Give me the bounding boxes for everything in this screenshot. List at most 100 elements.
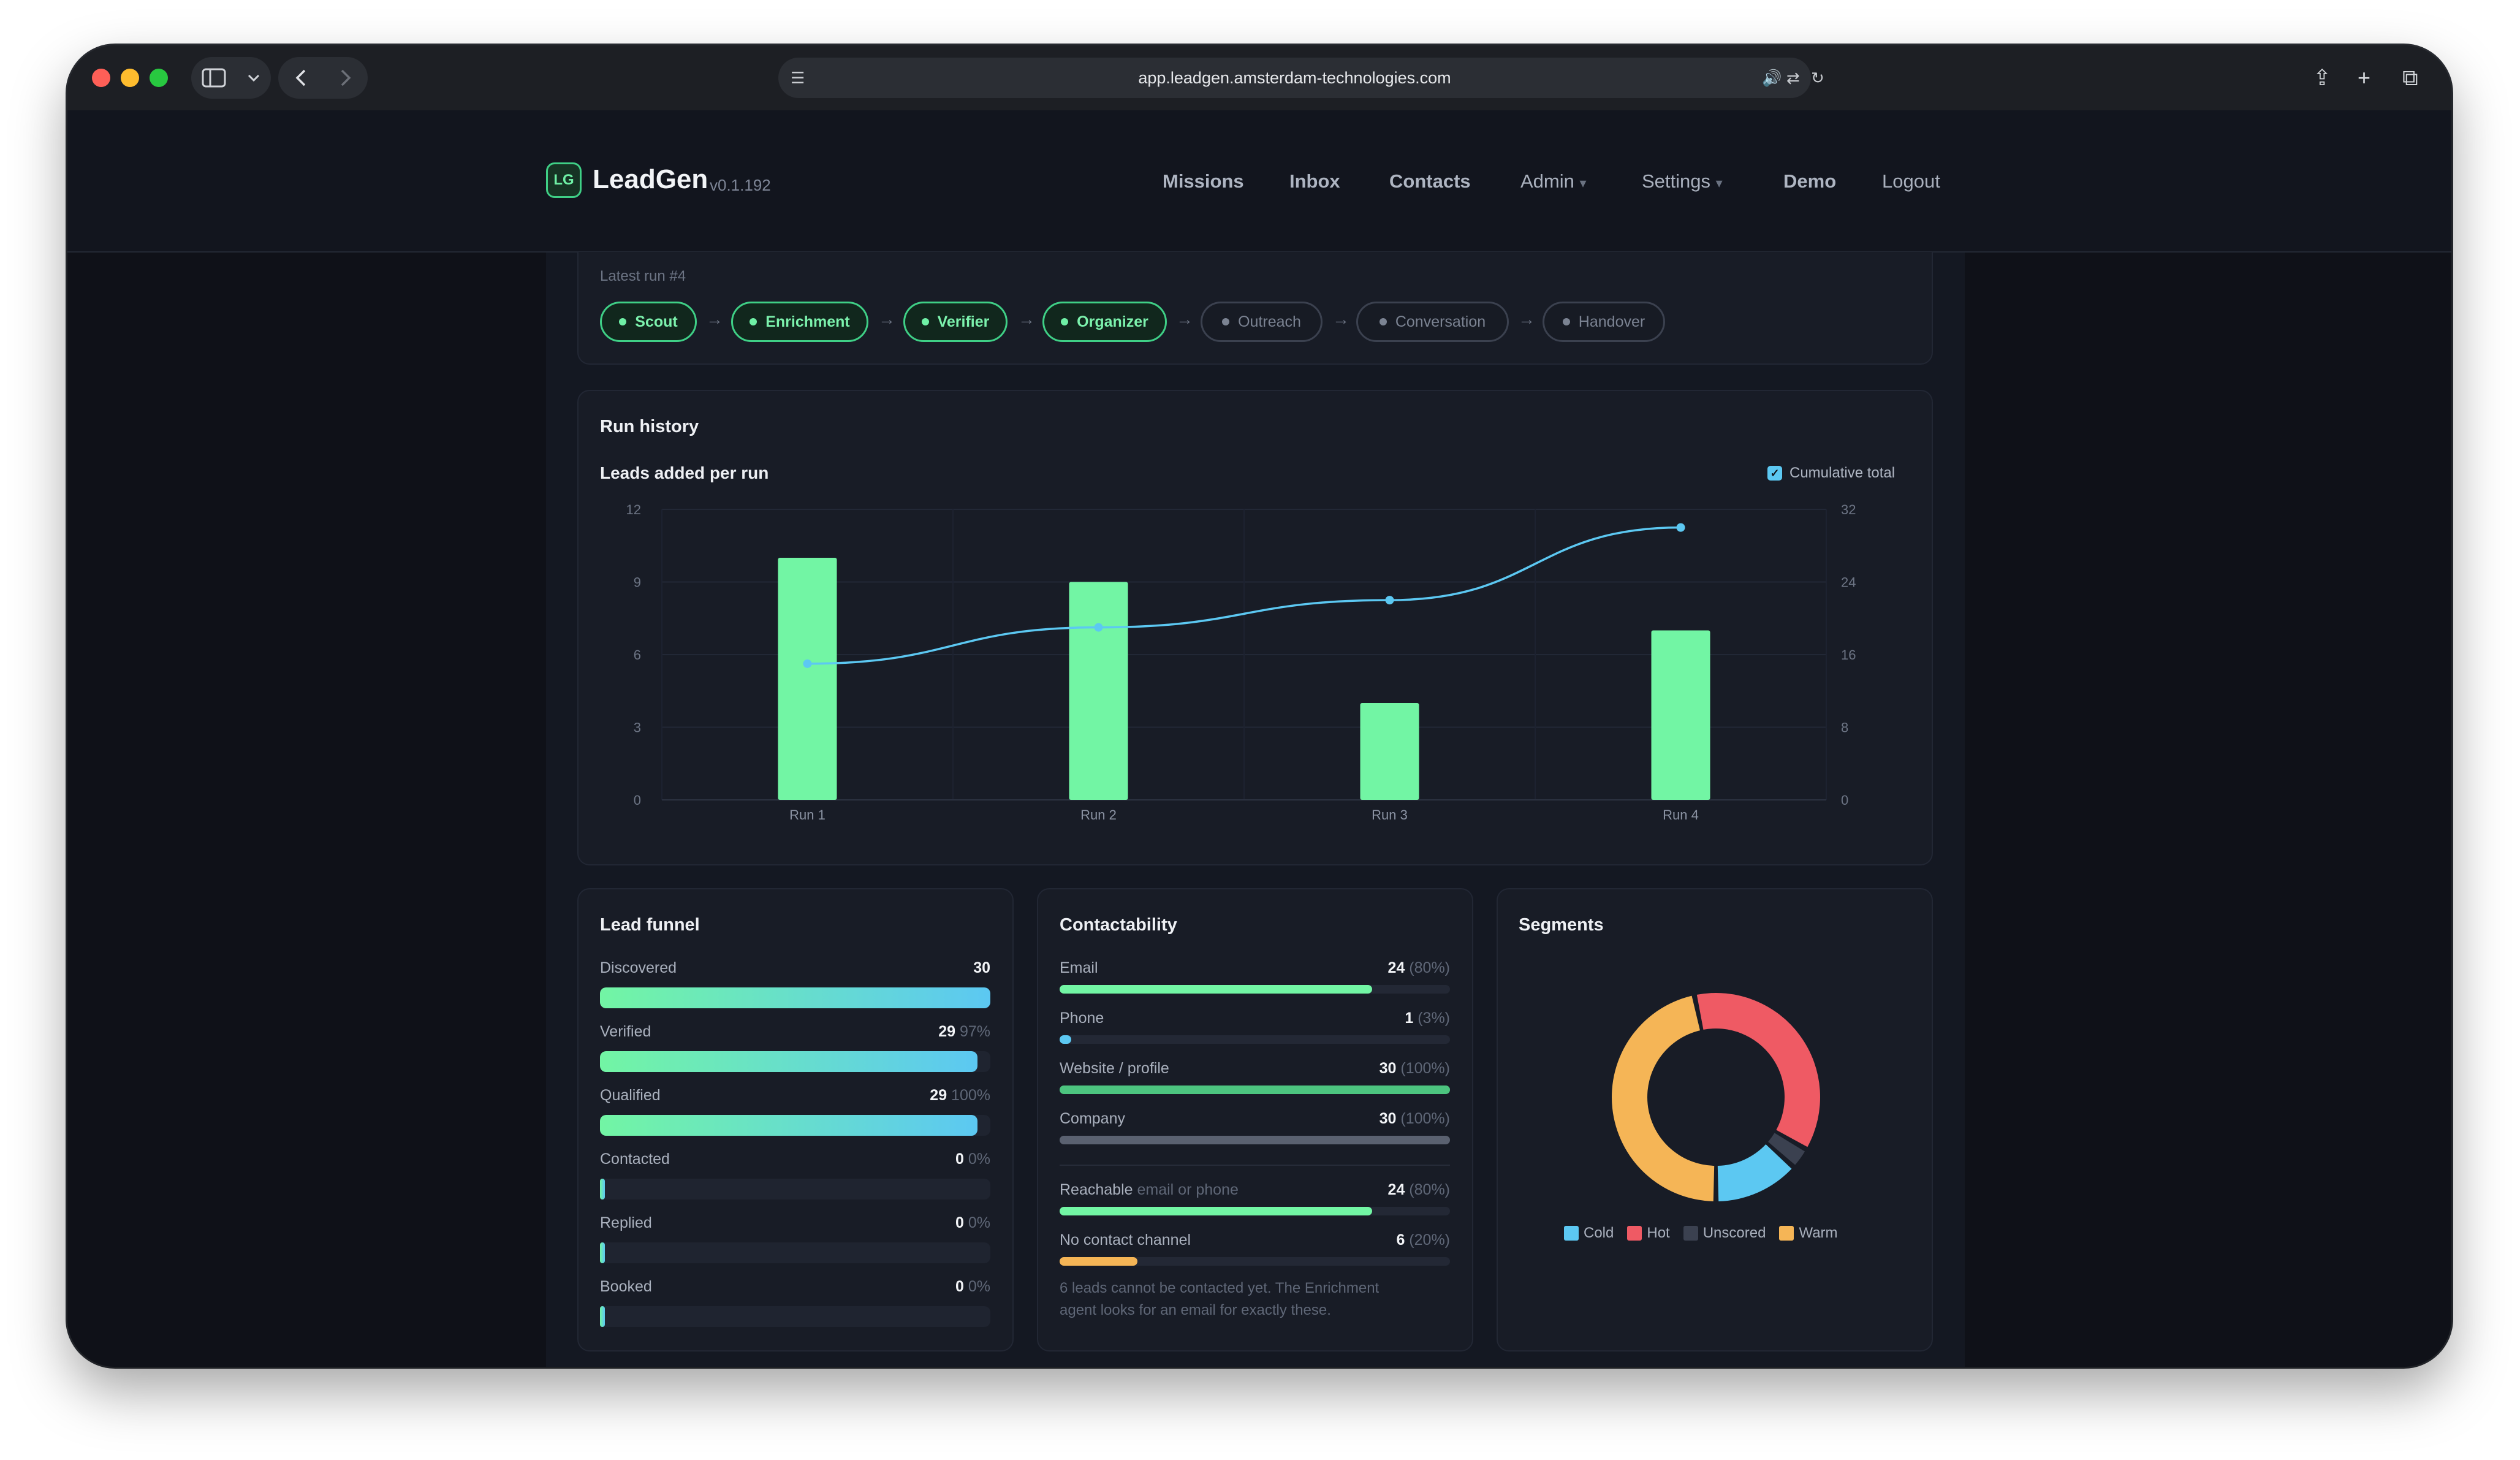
legend-label: Warm [1799, 1225, 1838, 1241]
nav-inbox[interactable]: Inbox [1289, 170, 1340, 192]
run-history-title: Run history [600, 417, 699, 436]
funnel-bar-fill [600, 987, 990, 1008]
legend-item: Warm [1779, 1225, 1838, 1242]
segments-card [1497, 888, 1933, 1352]
share-icon[interactable]: ⇪ [2313, 65, 2332, 90]
close-window-button[interactable] [92, 69, 110, 87]
y-right-tick-label: 8 [1841, 720, 1848, 736]
stage-label: Outreach [1238, 313, 1301, 330]
y-right-tick-label: 0 [1841, 793, 1848, 808]
funnel-bar [600, 1115, 990, 1136]
funnel-percent: 0% [963, 1278, 990, 1295]
x-tick-label: Run 2 [1080, 807, 1117, 823]
stage-conversation[interactable]: Conversation [1356, 302, 1509, 342]
funnel-value: 30 [973, 959, 990, 976]
contact-bar [1060, 1035, 1450, 1044]
stage-organizer[interactable]: Organizer [1042, 302, 1167, 342]
chart-legend[interactable]: ✓ Cumulative total [1767, 465, 1895, 482]
stage-enrichment[interactable]: Enrichment [731, 302, 868, 342]
latest-run-caption: Latest run #4 [600, 268, 686, 284]
funnel-bar-fill [600, 1179, 605, 1200]
contactability-note: 6 leads cannot be contacted yet. The Enr… [1060, 1277, 1452, 1321]
funnel-percent: 100% [947, 1087, 990, 1104]
contact-label: Email [1060, 959, 1098, 976]
y-left-tick-label: 0 [634, 793, 641, 808]
nav-admin-label: Admin [1520, 170, 1574, 192]
x-tick-label: Run 4 [1663, 807, 1699, 823]
funnel-value: 29 100% [930, 1087, 990, 1104]
status-dot [921, 318, 929, 325]
funnel-label: Contacted [600, 1150, 670, 1168]
stage-outreach[interactable]: Outreach [1201, 302, 1323, 342]
x-tick-label: Run 1 [789, 807, 825, 823]
app-logo[interactable]: LG [546, 162, 582, 198]
contact-percent: (3%) [1413, 1009, 1450, 1027]
line-point [1385, 596, 1394, 605]
forward-arrow-icon[interactable] [340, 69, 352, 87]
note-line: 6 leads cannot be contacted yet. The Enr… [1060, 1280, 1380, 1296]
stage-handover[interactable]: Handover [1543, 302, 1665, 342]
funnel-percent: 97% [955, 1023, 990, 1040]
bar [778, 558, 837, 800]
nav-logout[interactable]: Logout [1882, 170, 1940, 192]
app-name[interactable]: LeadGen [593, 164, 708, 194]
checkbox-icon[interactable]: ✓ [1767, 466, 1782, 481]
nav-missions[interactable]: Missions [1163, 170, 1244, 192]
y-left-tick-label: 12 [626, 502, 641, 517]
nav-settings-label: Settings [1642, 170, 1711, 192]
funnel-bar-fill [600, 1306, 605, 1327]
nav-demo-label: Demo [1783, 170, 1837, 192]
reload-icon[interactable]: ↻ [1811, 69, 1824, 87]
stage-label: Enrichment [765, 313, 850, 330]
arrow-right-icon: → [1332, 310, 1349, 329]
speaker-icon[interactable]: 🔊 [1762, 69, 1782, 87]
tab-overview-icon[interactable]: ⧉ [2402, 65, 2418, 90]
contact-bar-fill [1060, 1136, 1450, 1144]
nav-logout-label: Logout [1882, 170, 1940, 192]
minimize-window-button[interactable] [121, 69, 139, 87]
segments-donut [1612, 993, 1820, 1201]
funnel-value: 0 0% [955, 1214, 990, 1231]
nav-contacts-label: Contacts [1389, 170, 1471, 192]
status-dot [619, 318, 627, 325]
address-bar[interactable]: ☰ app.leadgen.amsterdam-technologies.com… [778, 58, 1824, 98]
contactability-card [1037, 888, 1473, 1352]
legend-swatch [1779, 1226, 1794, 1241]
new-tab-icon[interactable]: + [2358, 65, 2371, 90]
nav-admin[interactable]: Admin ▾ [1520, 170, 1587, 192]
status-dot [1562, 318, 1570, 325]
nav-demo[interactable]: Demo [1783, 170, 1836, 192]
contact-percent: (100%) [1396, 1060, 1450, 1077]
lead-funnel-title: Lead funnel [600, 915, 700, 935]
legend-label: Hot [1647, 1225, 1670, 1241]
contact-bar-fill [1060, 1257, 1138, 1266]
chart-bars [778, 558, 1710, 800]
translate-icon[interactable]: ⇄ [1786, 69, 1800, 87]
chart-line [803, 523, 1685, 668]
history-nav-buttons [278, 57, 368, 99]
stage-label: Scout [635, 313, 678, 330]
maximize-window-button[interactable] [150, 69, 168, 87]
segments-legend: Cold Hot Unscored Warm [1564, 1225, 1851, 1242]
chevron-down-icon: ▾ [1715, 175, 1723, 191]
funnel-bar [600, 1051, 990, 1072]
funnel-bar-fill [600, 1051, 977, 1072]
app-navbar [67, 110, 2451, 253]
donut-slice-warm [1612, 995, 1715, 1201]
funnel-bar [600, 1306, 990, 1327]
arrow-right-icon: → [878, 310, 895, 329]
sidebar-toggle-button[interactable] [191, 57, 271, 99]
nav-contacts[interactable]: Contacts [1389, 170, 1471, 192]
contact-label: Reachable email or phone [1060, 1181, 1239, 1198]
contactability-title: Contactability [1060, 915, 1177, 935]
url-text: app.leadgen.amsterdam-technologies.com [1138, 69, 1451, 87]
note-line: agent looks for an email for exactly the… [1060, 1302, 1331, 1318]
page-settings-icon[interactable]: ☰ [791, 69, 805, 87]
contact-bar [1060, 1207, 1450, 1215]
stage-label: Conversation [1395, 313, 1486, 330]
stage-verifier[interactable]: Verifier [903, 302, 1008, 342]
nav-settings[interactable]: Settings ▾ [1642, 170, 1723, 192]
back-arrow-icon[interactable] [295, 69, 307, 87]
stage-scout[interactable]: Scout [600, 302, 697, 342]
donut-slice-hot [1696, 993, 1820, 1147]
